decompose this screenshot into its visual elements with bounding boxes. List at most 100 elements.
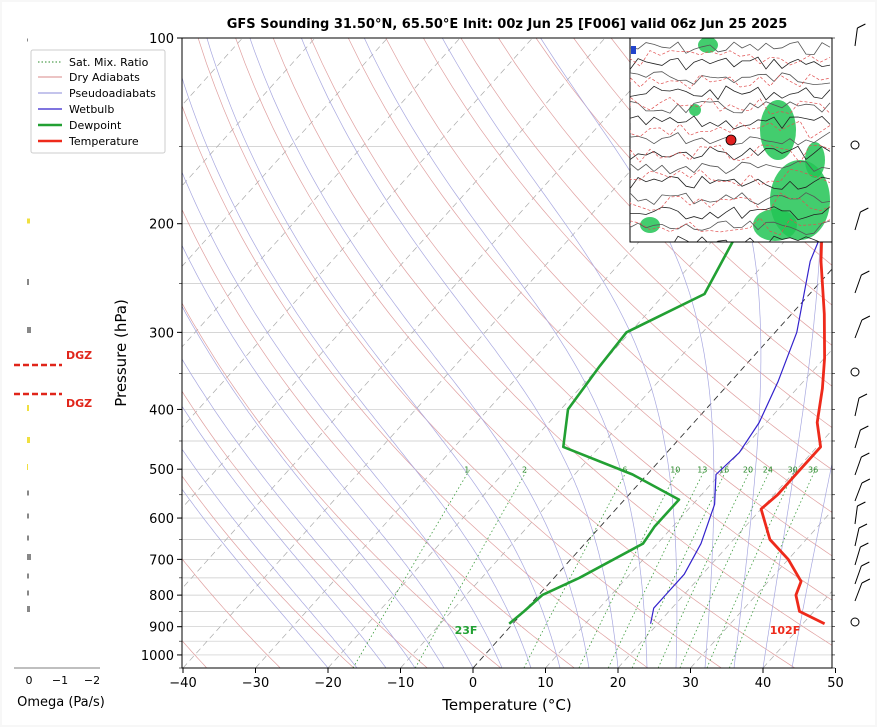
contour-line — [630, 41, 831, 56]
dry-adiabat — [197, 38, 722, 668]
dry-adiabat — [573, 38, 832, 306]
precip-area — [760, 100, 796, 160]
x-axis-ticks: −40 −30 −20 −10 0 10 20 30 40 50 — [169, 668, 844, 691]
wind-barbs — [850, 23, 871, 627]
temp-contour — [630, 144, 831, 164]
contour-line — [630, 145, 831, 161]
x-tick-label: 40 — [755, 676, 772, 691]
moist-adiabat — [206, 38, 561, 668]
dry-adiabat — [837, 38, 877, 668]
inset-content — [630, 38, 831, 242]
isotherm-line — [690, 510, 832, 668]
y-tick-label: 800 — [149, 589, 174, 604]
y-tick-label: 600 — [149, 512, 174, 527]
x-tick-label: 30 — [682, 676, 699, 691]
omega-bar — [27, 327, 31, 333]
temperature-surface-label: 102F — [770, 624, 800, 637]
moist-adiabat — [182, 358, 416, 668]
y-tick-label: 400 — [149, 403, 174, 418]
y-axis-ticks: 100 200 300 400 500 600 700 800 900 1000 — [141, 32, 835, 669]
contour-line — [630, 56, 831, 71]
wind-barb-staff — [854, 274, 862, 294]
y-tick-label: 1000 — [141, 649, 174, 664]
x-tick-label: −10 — [387, 676, 414, 691]
dgz-lower-label: DGZ — [66, 397, 92, 410]
y-tick-label: 200 — [149, 218, 174, 233]
temp-contour — [630, 50, 831, 67]
isotherm-line — [255, 38, 823, 668]
mixing-ratio-line — [729, 469, 816, 668]
moist-adiabat — [182, 305, 445, 668]
moist-adiabat — [182, 448, 358, 668]
contour-line — [630, 160, 831, 175]
omega-bar — [27, 554, 31, 560]
omega-bar — [27, 437, 30, 443]
precip-area — [805, 142, 825, 178]
contour-line — [630, 71, 831, 86]
wind-barb-staff — [854, 456, 862, 476]
wind-barb-staff — [854, 527, 860, 547]
omega-bar — [27, 535, 29, 541]
wind-barb-flag — [857, 23, 866, 29]
wind-barb-flag — [860, 425, 869, 431]
omega-tick-1: −1 — [52, 674, 68, 687]
x-tick-label: 50 — [827, 676, 844, 691]
wind-barb-flag — [858, 393, 868, 399]
mixing-ratio-line — [523, 469, 628, 668]
wind-barb-flag — [857, 501, 866, 507]
chart-title: GFS Sounding 31.50°N, 65.50°E Init: 00z … — [227, 17, 788, 32]
isotherm-line — [836, 38, 877, 668]
dry-adiabat — [182, 302, 502, 668]
mixing-ratio-label: 13 — [697, 466, 707, 475]
temp-contour — [630, 120, 831, 140]
wind-barb-flag — [860, 542, 869, 548]
moist-adiabat — [182, 244, 474, 668]
contour-line — [630, 100, 831, 114]
precip-area — [698, 38, 718, 53]
wind-barb-flag — [861, 478, 871, 484]
temp-contour — [630, 217, 831, 236]
x-tick-label: −40 — [169, 676, 196, 691]
mixing-ratio-line — [657, 469, 751, 668]
calm-wind-circle — [850, 617, 860, 627]
wind-barb-staff — [854, 429, 861, 449]
dry-adiabat — [423, 38, 832, 471]
omega-bar — [27, 464, 28, 470]
moist-adiabat — [182, 488, 329, 668]
mixing-ratio-label: 30 — [788, 466, 798, 475]
x-tick-label: 0 — [469, 676, 477, 691]
omega-tick-2: −2 — [84, 674, 100, 687]
mixing-ratio-label: 24 — [763, 466, 773, 475]
isotherm-line — [617, 429, 832, 668]
x-tick-label: 20 — [610, 676, 627, 691]
dry-adiabat — [182, 475, 355, 668]
mixing-ratio-label: 20 — [743, 466, 753, 475]
omega-axis-label: Omega (Pa/s) — [17, 695, 105, 710]
dry-adiabat — [310, 38, 832, 601]
moist-adiabat — [762, 38, 822, 668]
legend-dewpoint: Dewpoint — [69, 119, 122, 132]
isotherm-line — [182, 38, 678, 590]
contour-line — [630, 206, 831, 221]
moist-adiabat — [182, 76, 532, 668]
wind-barb-flag — [861, 578, 871, 584]
contour-line — [630, 131, 831, 146]
legend: Sat. Mix. Ratio Dry Adiabats Pseudoadiab… — [30, 49, 166, 154]
x-tick-label: 10 — [537, 676, 554, 691]
precip-area — [753, 209, 797, 241]
dry-adiabat — [272, 38, 832, 646]
wind-barb-flag — [861, 315, 871, 321]
isotherm-line — [0, 38, 25, 668]
x-axis-label: Temperature (°C) — [441, 696, 571, 714]
mixing-ratio-line — [679, 469, 771, 668]
moist-adiabat — [662, 38, 762, 668]
mixing-ratio-label: 10 — [670, 466, 680, 475]
y-tick-label: 100 — [149, 32, 174, 47]
wind-barb-flag — [861, 452, 870, 458]
mixing-ratio-line — [352, 468, 471, 668]
location-marker — [725, 134, 737, 146]
mixing-ratio-labels: 1 2 6 10 13 16 20 24 30 36 — [464, 466, 818, 475]
y-tick-label: 900 — [149, 621, 174, 636]
wind-barb-flag — [861, 561, 870, 567]
